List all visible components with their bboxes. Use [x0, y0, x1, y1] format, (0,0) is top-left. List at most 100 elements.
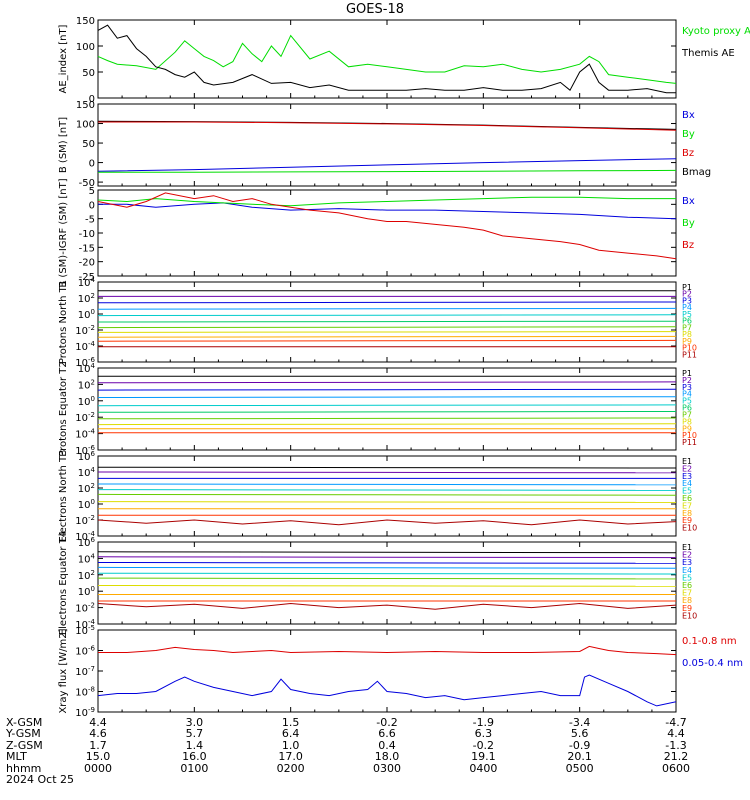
- legend-entry: P5: [682, 397, 692, 406]
- legend-entry: Bmag: [682, 167, 711, 178]
- plot-title: GOES-18: [345, 2, 404, 17]
- y-tick-label: 100: [78, 498, 95, 511]
- y-tick-label: 0: [89, 200, 95, 211]
- series-line: [97, 602, 677, 610]
- legend-entry: E7: [682, 501, 692, 510]
- legend-entry: P7: [682, 410, 692, 419]
- legend-entry: E6: [682, 581, 692, 590]
- legend-entry: P4: [682, 303, 692, 312]
- legend-entry: 0.05-0.4 nm: [682, 658, 743, 669]
- legend-entry: Kyoto proxy AE: [682, 26, 750, 37]
- legend-entry: P2: [682, 290, 692, 299]
- legend-entry: E5: [682, 573, 692, 582]
- series-line: [98, 202, 677, 220]
- y-tick-label: 104: [78, 466, 96, 479]
- x-axis-value: 0300: [373, 761, 401, 775]
- legend-entry: By: [682, 218, 695, 229]
- x-axis-value: 20.1: [567, 750, 592, 764]
- series-line: [97, 493, 677, 496]
- y-axis-label: Xray flux [W/m2]: [58, 628, 69, 713]
- x-axis-value: 19.1: [471, 750, 496, 764]
- legend-entry: E10: [682, 524, 697, 533]
- y-axis-label: Electrons North T3: [58, 449, 69, 542]
- y-tick-label: 106: [78, 536, 96, 549]
- legend-entry: By: [682, 129, 695, 140]
- y-tick-label: 10-6: [75, 444, 95, 457]
- y-tick-label: 10-7: [75, 665, 95, 678]
- y-tick-label: 100: [78, 585, 95, 598]
- series-line: [97, 314, 677, 317]
- legend-entry: P2: [682, 376, 692, 385]
- legend-entry: P1: [682, 283, 692, 292]
- series-line: [98, 169, 677, 173]
- legend-entry: P8: [682, 417, 692, 426]
- y-tick-label: 102: [78, 482, 95, 495]
- series-line: [97, 483, 677, 486]
- panel-1: 0 50 100 150 AE_index [nT] Kyoto proxy AE Them…: [58, 16, 750, 105]
- panel-5: 104 102 100 10-2 10-4 10-6 Protons Equator T2 P…: [58, 361, 697, 457]
- series-line: [97, 396, 677, 398]
- legend-entry: P9: [682, 424, 692, 433]
- legend-entry: 0.1-0.8 nm: [682, 636, 737, 647]
- y-tick-label: -15: [79, 243, 95, 254]
- series-line: [97, 417, 677, 420]
- y-tick-label: 106: [78, 450, 96, 463]
- legend-entry: E4: [682, 479, 692, 488]
- x-axis-row-label: hhmm: [6, 761, 42, 775]
- series-line: [97, 335, 677, 338]
- legend-entry: E9: [682, 516, 692, 525]
- x-axis-value: 0200: [276, 761, 305, 775]
- panel-6: 106 104 102 100 10-2 10-4 Electrons North T3 E1…: [58, 449, 697, 543]
- series-line: [97, 423, 677, 426]
- y-tick-label: 104: [78, 552, 96, 565]
- y-tick-label: 10-9: [75, 706, 95, 719]
- panel-frame: [97, 189, 677, 277]
- x-axis-value: 0000: [84, 761, 112, 775]
- x-axis-value: 15.0: [85, 750, 111, 764]
- series-line: [97, 34, 677, 84]
- panel-frame: [97, 19, 677, 99]
- legend-entry: P10: [682, 344, 697, 353]
- legend-entry: E8: [682, 509, 692, 518]
- y-tick-label: -5: [85, 215, 95, 226]
- legend-entry: Bz: [682, 148, 694, 159]
- y-tick-label: 102: [78, 292, 95, 305]
- y-tick-label: 100: [76, 120, 95, 131]
- series-line: [97, 339, 677, 342]
- y-tick-label: 104: [78, 362, 96, 375]
- y-tick-label: 10-4: [75, 340, 95, 353]
- x-axis-value: -0.2: [376, 716, 398, 729]
- series-line: [97, 404, 677, 407]
- legend-entry: E8: [682, 596, 692, 605]
- legend-entry: P3: [682, 383, 692, 392]
- legend-entry: E3: [682, 558, 692, 567]
- legend-entry: P3: [682, 296, 692, 305]
- x-axis-value: -0.9: [568, 738, 591, 752]
- y-tick-label: -25: [79, 272, 95, 283]
- y-axis-label: Protons North T1: [58, 280, 69, 364]
- series-line: [97, 556, 677, 559]
- x-axis-value: 3.0: [185, 716, 204, 729]
- y-tick-label: 10-2: [75, 602, 95, 615]
- series-line: [97, 562, 677, 564]
- y-tick-label: -10: [79, 229, 95, 240]
- series-line: [97, 331, 677, 333]
- series-line: [97, 307, 677, 310]
- series-line: [97, 466, 677, 469]
- legend-entry: Bz: [682, 240, 694, 251]
- x-axis-value: -1.9: [472, 716, 495, 729]
- panel-8: 10-5 10-6 10-7 10-8 10-9 Xray flux [W/m2] 0.1-…: [58, 624, 743, 719]
- series-line: [97, 551, 677, 554]
- y-tick-label: 102: [78, 569, 95, 582]
- x-axis-value: -1.3: [665, 738, 687, 752]
- legend-entry: P8: [682, 330, 692, 339]
- y-tick-label: 10-4: [75, 428, 95, 441]
- x-axis-value: 0600: [662, 761, 690, 775]
- y-tick-label: -20: [79, 258, 95, 269]
- y-tick-label: 100: [78, 395, 95, 408]
- y-axis-label: B (SM)-IGRF (SM) [nT]: [58, 178, 69, 287]
- x-axis-value: 6.6: [378, 727, 396, 741]
- legend-entry: P9: [682, 337, 692, 346]
